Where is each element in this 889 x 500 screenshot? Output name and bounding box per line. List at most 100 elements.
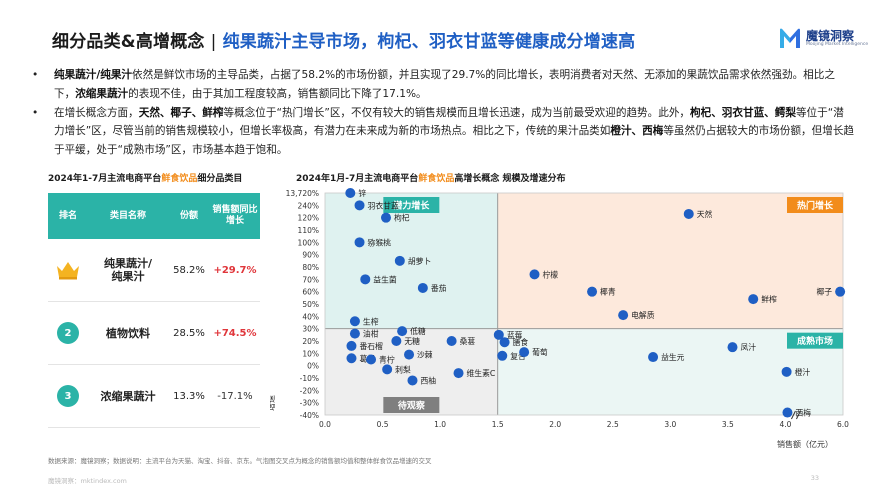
data-point (397, 326, 408, 337)
row-2-name: 植物饮料 (106, 326, 150, 340)
data-point-label: 复合 (510, 351, 526, 361)
data-point-label: 椰子 (817, 287, 833, 297)
data-point-label: 青柠 (379, 355, 395, 365)
data-point-label: 蓝莓 (507, 330, 523, 340)
data-point (382, 364, 393, 375)
data-point (394, 255, 405, 266)
data-point-label: 西梅 (795, 408, 811, 418)
data-point-label: 天然 (697, 209, 713, 219)
data-point (519, 347, 530, 358)
col-header-growth: 销售额同比增长 (212, 205, 258, 226)
x-tick-label: 3.0 (664, 420, 676, 429)
chart-title: 2024年1月-7月主流电商平台鲜食饮品高增长概念 规模及增速分布 (296, 171, 565, 184)
title-separator: | (210, 32, 217, 52)
badge-mature-market-bg (787, 332, 843, 349)
x-tick-label: 2.0 (549, 420, 561, 429)
data-point (499, 337, 510, 348)
y-tick-label: 110% (298, 226, 319, 235)
data-point (346, 340, 357, 351)
col-header-share: 份额 (179, 210, 198, 221)
quadrant-hot-growth (497, 193, 843, 329)
axis-break-mark (790, 410, 796, 420)
bullet-1-segment: 纯果蔬汁/纯果汁 (54, 69, 133, 81)
data-point-label: 无糖 (404, 336, 420, 346)
badge-mature-market: 成熟市场 (797, 335, 833, 347)
data-point (727, 342, 738, 353)
bullet-2-segment: 等位于“潜力增长”区，尽管当前的销售规模较小，但增长率极高，有潜力在未来成为新的… (54, 106, 844, 138)
rank-2-badge: 2 (57, 322, 79, 344)
x-axis-label: 销售额（亿元） (777, 439, 833, 449)
data-point (497, 350, 508, 361)
bullet-2-segment: 等概念位于“热门增长”区，不仅有较大的销售规模而且增长迅速，成为当前最受欢迎的趋… (223, 106, 691, 119)
x-tick-label: 0.5 (377, 420, 389, 429)
data-point (346, 353, 357, 364)
data-point-label: 刺梨 (395, 365, 411, 374)
y-tick-label: 13,720% (286, 189, 319, 198)
badge-watch: 待观察 (398, 400, 426, 412)
data-point-label: 西柚 (420, 375, 436, 385)
bullet-2-text: 在增长概念方面，天然、椰子、鲜榨等概念位于“热门增长”区，不仅有较大的销售规模而… (54, 107, 854, 157)
y-tick-label: 90% (302, 251, 319, 260)
brand-name: 魔镜洞察 (806, 29, 855, 43)
y-tick-label: 50% (302, 300, 319, 309)
quadrant-potential-growth (325, 193, 498, 329)
table-row: 2 植物饮料 28.5% +74.5% (48, 302, 260, 365)
badge-watch-bg (383, 397, 440, 413)
data-point (493, 329, 504, 340)
data-point (417, 282, 428, 293)
data-point (345, 188, 356, 198)
y-tick-label: 30% (302, 325, 319, 334)
x-tick-label: 4.0 (779, 420, 791, 429)
data-point (404, 349, 415, 360)
bullet-2-segment: 橙汁、西梅 (610, 125, 664, 138)
crown-icon (57, 262, 79, 280)
x-tick-label: 3.5 (722, 420, 734, 429)
col-header-rank: 排名 (58, 210, 77, 221)
x-tick-label: 0.0 (319, 420, 331, 429)
row-1-growth: +29.7% (213, 264, 257, 276)
data-point (683, 208, 694, 219)
axis-break-mark (795, 410, 801, 420)
data-point-label: 番石榴 (359, 341, 383, 351)
bullet-2-segment: 天然、椰子、鲜榨 (138, 106, 224, 119)
y-tick-label: -30% (300, 399, 319, 408)
rank-2-cell: 2 (48, 302, 88, 364)
bullet-2-segment: 在增长概念方面， (54, 106, 139, 119)
data-point-label: 生榨 (363, 316, 379, 326)
table-title-a: 2024年1-7月主流电商平台 (48, 174, 162, 184)
data-point (354, 200, 365, 211)
row-1-share: 58.2% (173, 264, 205, 276)
data-point-label: 膳食 (513, 337, 529, 347)
bullet-1-text: 纯果蔬汁/纯果汁依然是鲜饮市场的主导品类，占据了58.2%的市场份额，并且实现了… (54, 69, 835, 100)
data-point (748, 294, 759, 305)
row-2-share: 28.5% (173, 327, 205, 339)
data-point-label: 益生菌 (373, 274, 397, 284)
plot-border (324, 192, 844, 416)
page-number: 33 (810, 474, 819, 482)
brand-logo: 魔镜洞察 Moojing Market Intelligence (778, 26, 868, 52)
data-point-label: 番茄 (431, 283, 447, 293)
y-tick-label: 60% (302, 288, 319, 297)
bullet-1-segment: 依然是鲜饮市场的主导品类，占据了58.2%的市场份额，并且实现了29.7%的同比… (54, 69, 835, 100)
data-point-label: 柠檬 (543, 269, 559, 279)
table-title-b: 细分品类目 (197, 174, 243, 184)
y-tick-label: 80% (302, 263, 319, 272)
data-point (587, 286, 598, 297)
data-point-label: 益生元 (661, 352, 685, 362)
brand-logo-icon (780, 28, 800, 48)
data-point-label: 橙汁 (795, 367, 811, 377)
y-tick-label: 20% (302, 337, 319, 346)
bullet-2-segment: 枸杞、羽衣甘蓝、鳄梨 (690, 106, 796, 119)
badge-potential-growth: 潜力增长 (393, 200, 430, 212)
data-point-label: 胡萝卜 (408, 256, 432, 266)
data-point-label: 葡萄 (532, 347, 548, 357)
row-3-growth: -17.1% (217, 390, 253, 402)
y-axis-label: 增速 (270, 395, 276, 411)
data-point-label: 维生素C (467, 368, 496, 378)
y-tick-label: 10% (302, 349, 319, 358)
x-tick-label: 1.0 (434, 420, 446, 429)
data-point (782, 407, 793, 418)
row-3-name: 浓缩果蔬汁 (100, 389, 156, 403)
data-point (618, 310, 629, 321)
